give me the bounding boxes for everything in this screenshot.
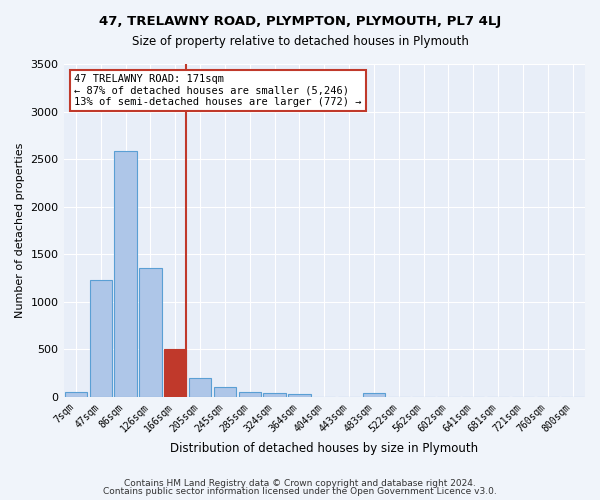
Bar — [89, 280, 112, 397]
Bar — [239, 392, 261, 397]
Text: 47, TRELAWNY ROAD, PLYMPTON, PLYMOUTH, PL7 4LJ: 47, TRELAWNY ROAD, PLYMPTON, PLYMOUTH, P… — [99, 15, 501, 28]
Text: 47 TRELAWNY ROAD: 171sqm
← 87% of detached houses are smaller (5,246)
13% of sem: 47 TRELAWNY ROAD: 171sqm ← 87% of detach… — [74, 74, 361, 107]
Text: Size of property relative to detached houses in Plymouth: Size of property relative to detached ho… — [131, 35, 469, 48]
Text: Contains public sector information licensed under the Open Government Licence v3: Contains public sector information licen… — [103, 487, 497, 496]
Bar — [363, 394, 385, 397]
Bar — [288, 394, 311, 397]
Text: Contains HM Land Registry data © Crown copyright and database right 2024.: Contains HM Land Registry data © Crown c… — [124, 478, 476, 488]
Bar — [164, 350, 187, 397]
X-axis label: Distribution of detached houses by size in Plymouth: Distribution of detached houses by size … — [170, 442, 478, 455]
Bar — [263, 393, 286, 397]
Bar — [115, 152, 137, 397]
Bar — [189, 378, 211, 397]
Bar — [65, 392, 87, 397]
Y-axis label: Number of detached properties: Number of detached properties — [15, 142, 25, 318]
Bar — [139, 268, 161, 397]
Bar — [214, 387, 236, 397]
